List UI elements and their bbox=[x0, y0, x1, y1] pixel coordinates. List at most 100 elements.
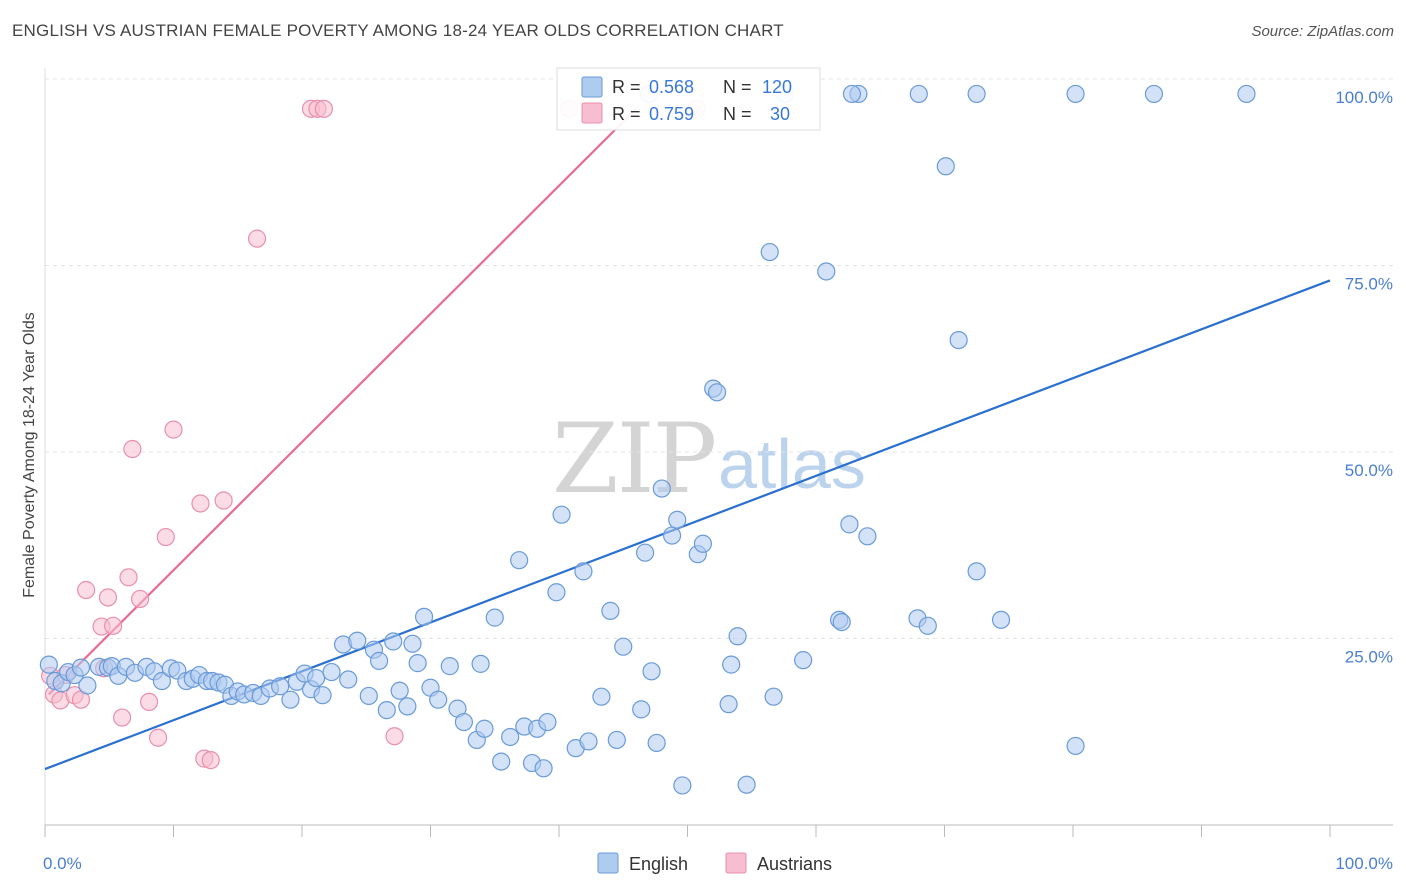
point-english bbox=[281, 690, 300, 709]
x-tick-label-min: 0.0% bbox=[43, 854, 82, 873]
point-english bbox=[579, 732, 598, 751]
point-english bbox=[414, 607, 434, 626]
point-english bbox=[635, 543, 655, 562]
tick-labels: 25.0% 50.0% 75.0% 100.0% 0.0% 100.0% bbox=[43, 88, 1393, 873]
point-english bbox=[673, 776, 692, 795]
point-austrians bbox=[148, 728, 168, 747]
point-english bbox=[614, 637, 633, 656]
point-austrians bbox=[247, 229, 267, 248]
point-english bbox=[538, 712, 557, 732]
point-english bbox=[359, 686, 378, 706]
point-english bbox=[454, 712, 474, 732]
point-austrians bbox=[98, 588, 118, 607]
point-english bbox=[647, 733, 666, 753]
point-english bbox=[632, 700, 651, 719]
point-austrians bbox=[112, 708, 132, 727]
point-english bbox=[71, 658, 91, 677]
point-austrians bbox=[314, 99, 333, 118]
point-english bbox=[949, 331, 968, 350]
point-english bbox=[918, 616, 937, 635]
chart-title: ENGLISH VS AUSTRIAN FEMALE POVERTY AMONG… bbox=[12, 21, 784, 40]
point-english bbox=[764, 687, 783, 706]
point-austrians bbox=[156, 527, 175, 547]
point-english bbox=[1237, 84, 1256, 104]
watermark-zip: ZIP bbox=[552, 403, 715, 515]
y-tick-label: 25.0% bbox=[1345, 648, 1393, 667]
y-tick-label: 100.0% bbox=[1335, 88, 1393, 107]
point-austrians bbox=[123, 439, 142, 459]
point-english bbox=[722, 655, 741, 674]
point-english bbox=[991, 610, 1011, 629]
point-english bbox=[492, 752, 511, 771]
point-english bbox=[547, 583, 566, 602]
point-english bbox=[152, 671, 172, 691]
point-english bbox=[642, 662, 661, 681]
stats-n-label-english: N = bbox=[723, 77, 752, 97]
watermark-atlas: atlas bbox=[718, 425, 866, 503]
point-english bbox=[534, 759, 553, 778]
point-english bbox=[370, 651, 389, 670]
stats-r-value-english: 0.568 bbox=[649, 77, 694, 97]
point-english bbox=[936, 157, 955, 176]
source-credit: Source: ZipAtlas.com bbox=[1251, 23, 1394, 40]
stats-n-value-austrians: 30 bbox=[770, 104, 790, 124]
point-english bbox=[348, 631, 367, 650]
point-english bbox=[1066, 84, 1085, 104]
point-english bbox=[662, 526, 682, 545]
legend: English Austrians bbox=[597, 852, 832, 874]
x-tick-label-max: 100.0% bbox=[1335, 854, 1393, 873]
point-austrians bbox=[104, 616, 123, 635]
point-austrians bbox=[191, 494, 210, 513]
point-english bbox=[592, 687, 611, 706]
legend-label-english: English bbox=[629, 854, 688, 874]
point-english bbox=[737, 775, 756, 794]
point-english bbox=[39, 655, 58, 674]
legend-swatch-austrians bbox=[725, 852, 747, 874]
point-english bbox=[817, 262, 836, 281]
axes bbox=[44, 68, 1393, 837]
legend-swatch-english bbox=[597, 852, 619, 874]
point-english bbox=[719, 695, 738, 714]
point-english bbox=[668, 510, 687, 529]
point-english bbox=[794, 651, 813, 670]
point-english bbox=[909, 84, 928, 104]
point-english bbox=[652, 479, 671, 498]
stats-box: R = 0.568 N = 120 R = 0.759 N = 30 bbox=[556, 67, 821, 131]
point-english bbox=[858, 527, 877, 546]
point-english bbox=[501, 727, 520, 747]
point-english bbox=[307, 668, 326, 688]
point-austrians bbox=[164, 420, 183, 439]
point-austrians bbox=[119, 568, 138, 587]
stats-r-value-austrians: 0.759 bbox=[649, 104, 694, 124]
point-english bbox=[1066, 736, 1085, 756]
point-english bbox=[574, 562, 593, 581]
stats-n-value-english: 120 bbox=[762, 77, 792, 97]
point-austrians bbox=[385, 727, 404, 746]
y-axis-label: Female Poverty Among 18-24 Year Olds bbox=[21, 312, 38, 598]
point-english bbox=[271, 677, 290, 696]
point-english bbox=[429, 690, 448, 709]
y-tick-label: 75.0% bbox=[1345, 275, 1393, 294]
stats-r-label-english: R = bbox=[612, 77, 641, 97]
point-english bbox=[384, 632, 403, 651]
point-english bbox=[510, 551, 529, 570]
point-austrians bbox=[130, 589, 150, 609]
point-english bbox=[377, 701, 396, 720]
point-english bbox=[408, 654, 427, 673]
point-english bbox=[390, 681, 409, 700]
legend-label-austrians: Austrians bbox=[757, 854, 832, 874]
point-english bbox=[840, 515, 859, 534]
y-tick-label: 50.0% bbox=[1345, 461, 1393, 480]
point-austrians bbox=[77, 580, 96, 600]
point-austrians bbox=[201, 750, 220, 770]
point-english bbox=[760, 242, 779, 262]
stats-swatch-english bbox=[581, 76, 603, 98]
point-austrians bbox=[139, 692, 159, 712]
point-english bbox=[967, 562, 986, 581]
point-english bbox=[485, 608, 504, 627]
point-english bbox=[403, 634, 422, 653]
point-english bbox=[832, 612, 851, 632]
point-english bbox=[707, 383, 727, 402]
point-english bbox=[607, 730, 626, 750]
